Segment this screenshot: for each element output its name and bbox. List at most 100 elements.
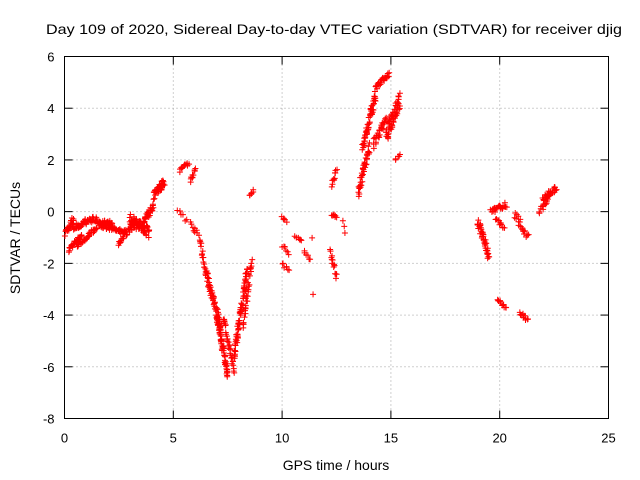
data-point xyxy=(327,248,334,255)
data-point xyxy=(516,219,523,226)
data-point xyxy=(475,217,482,224)
y-tick-label: 2 xyxy=(47,153,54,168)
data-point xyxy=(93,225,100,232)
data-point xyxy=(190,172,197,179)
data-point xyxy=(280,215,287,222)
chart-title: Day 109 of 2020, Sidereal Day-to-day VTE… xyxy=(46,21,622,37)
data-point xyxy=(78,232,85,239)
data-point xyxy=(161,182,168,189)
x-axis-label: GPS time / hours xyxy=(283,457,390,473)
data-point xyxy=(484,247,491,254)
data-point xyxy=(363,131,370,138)
x-tick-label: 25 xyxy=(601,431,615,446)
y-tick-label: -8 xyxy=(43,412,55,427)
data-point xyxy=(139,222,146,229)
data-point xyxy=(334,166,341,173)
data-point xyxy=(384,70,391,77)
data-point xyxy=(309,234,316,241)
data-point xyxy=(192,165,199,172)
data-point xyxy=(234,331,241,338)
data-point xyxy=(371,97,378,104)
data-point xyxy=(70,215,77,222)
data-point xyxy=(186,161,193,168)
data-point xyxy=(182,217,189,224)
y-tick-label: -4 xyxy=(43,308,55,323)
data-point xyxy=(197,243,204,250)
data-point xyxy=(150,196,157,203)
data-point xyxy=(179,211,186,218)
data-point xyxy=(284,248,291,255)
data-point xyxy=(330,176,337,183)
data-point xyxy=(363,161,370,168)
y-tick-label: 6 xyxy=(47,50,54,65)
data-point xyxy=(395,106,402,113)
data-point xyxy=(69,244,76,251)
data-point xyxy=(93,215,100,222)
data-point xyxy=(226,346,233,353)
y-tick-label: 0 xyxy=(47,205,54,220)
data-point xyxy=(144,224,151,231)
data-point xyxy=(243,275,250,282)
data-point xyxy=(484,255,491,262)
data-point xyxy=(486,253,493,260)
data-point xyxy=(498,221,505,228)
data-point xyxy=(395,93,402,100)
y-tick-label: -2 xyxy=(43,256,55,271)
data-point xyxy=(183,216,190,223)
data-point xyxy=(140,219,147,226)
data-point xyxy=(116,240,123,247)
data-point xyxy=(333,271,340,278)
data-point xyxy=(329,181,336,188)
data-point xyxy=(341,223,348,230)
data-point xyxy=(231,369,238,376)
data-point xyxy=(150,204,157,211)
y-axis-label: SDTVAR / TECUs xyxy=(7,182,23,294)
data-point xyxy=(372,140,379,147)
data-point xyxy=(224,338,231,345)
data-point xyxy=(332,275,339,282)
data-point xyxy=(222,322,229,329)
data-point xyxy=(331,175,338,182)
x-tick-label: 10 xyxy=(275,431,289,446)
data-point xyxy=(235,325,242,332)
data-point xyxy=(120,233,127,240)
data-point xyxy=(503,204,510,211)
data-point xyxy=(230,362,237,369)
data-point xyxy=(246,272,253,279)
data-point xyxy=(370,145,377,152)
data-point xyxy=(236,317,243,324)
data-point xyxy=(331,262,338,269)
data-point xyxy=(525,231,532,238)
data-point xyxy=(214,305,221,312)
data-point xyxy=(494,217,501,224)
data-point xyxy=(123,232,130,239)
data-point xyxy=(297,236,304,243)
data-point xyxy=(244,293,251,300)
data-point xyxy=(372,98,379,105)
data-point xyxy=(200,254,207,261)
data-point xyxy=(368,110,375,117)
data-point xyxy=(195,232,202,239)
data-point xyxy=(152,189,159,196)
data-point xyxy=(395,99,402,106)
data-point xyxy=(145,234,152,241)
data-point xyxy=(240,319,247,326)
data-point xyxy=(224,373,231,380)
data-point xyxy=(330,264,337,271)
data-point xyxy=(370,106,377,113)
y-tick-label: -6 xyxy=(43,360,55,375)
data-point xyxy=(359,171,366,178)
data-point xyxy=(151,195,158,202)
data-point xyxy=(383,114,390,121)
data-point xyxy=(365,143,372,150)
data-point xyxy=(206,279,213,286)
data-point xyxy=(244,298,251,305)
data-point xyxy=(328,183,335,190)
data-point xyxy=(389,122,396,129)
data-point xyxy=(286,267,293,274)
data-point xyxy=(298,237,305,244)
data-point xyxy=(249,256,256,263)
data-point xyxy=(210,295,217,302)
data-point xyxy=(234,339,241,346)
